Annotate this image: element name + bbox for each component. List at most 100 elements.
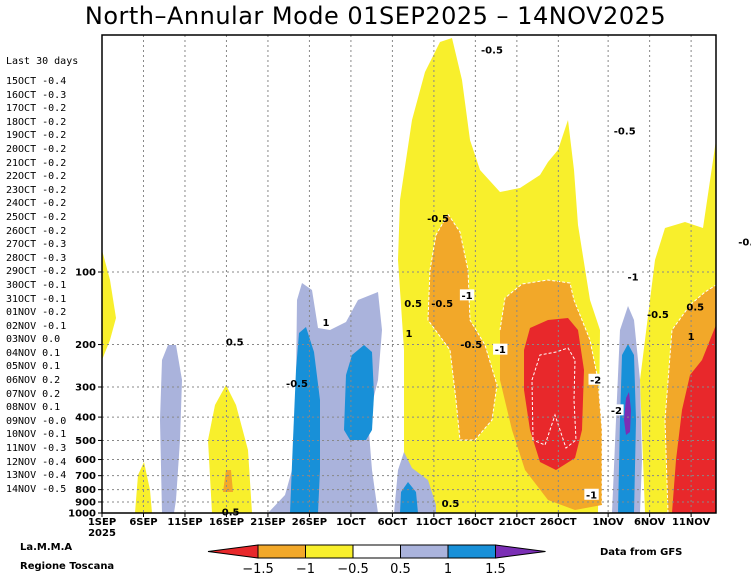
nam-index-value: -0.3 — [36, 252, 67, 264]
contour-region-neg15 — [672, 325, 716, 513]
nam-index-value: -0.5 — [36, 483, 67, 495]
nam-index-value: -0.2 — [36, 103, 67, 115]
contour-label: -0.5 — [286, 379, 308, 390]
contour-label: -0.5 — [427, 214, 449, 225]
contour-label: -0.5 — [614, 127, 636, 138]
nam-index-date: 03NOV — [6, 334, 37, 346]
footer-org: La.M.M.A Regione Toscana — [20, 538, 114, 576]
nam-index-value: 0.2 — [36, 388, 61, 400]
nam-index-value: 0.1 — [36, 402, 61, 414]
contour-label: 0.5 — [226, 337, 244, 348]
nam-index-date: 28OCT — [6, 252, 37, 264]
nam-index-date: 30OCT — [6, 279, 37, 291]
nam-index-date: 19OCT — [6, 130, 37, 142]
y-tick-label: 100 — [75, 268, 96, 279]
nam-index-row: 18OCT -0.2 — [6, 116, 66, 130]
nam-index-date: 18OCT — [6, 116, 37, 128]
x-tick-label: 16OCT — [457, 517, 494, 528]
sidebar-heading: Last 30 days — [6, 56, 79, 67]
nam-index-date: 22OCT — [6, 171, 37, 183]
nam-index-list: 15OCT -0.4 16OCT -0.3 17OCT -0.2 18OCT -0.2… — [6, 75, 66, 496]
contour-line-neg1 — [664, 284, 716, 513]
nam-index-date: 31OCT — [6, 293, 37, 305]
colorbar-tick-label: −1.5 — [242, 562, 274, 577]
nam-index-row: 12NOV -0.4 — [6, 456, 66, 470]
contour-labels: -0.5 -0.5 -0.5 -0.5 -1 -1 -0.5 0.5 -0.5 0.5 1 1 1 0.5… — [222, 46, 751, 519]
contour-label-bg — [609, 404, 624, 416]
x-tick-label: 21SEP — [250, 517, 285, 528]
contour-label: -1 — [627, 273, 638, 284]
contour-label: 0.5 — [442, 499, 460, 510]
x-axis: 1SEP 2025 6SEP 11SEP 16SEP 21SEP 26SEP 1OCT 6OCT… — [88, 513, 711, 539]
nam-index-value: -0.1 — [36, 429, 67, 441]
nam-index-date: 27OCT — [6, 239, 37, 251]
nam-index-date: 05NOV — [6, 361, 37, 373]
contour-label: 1 — [406, 329, 413, 340]
contour-label: -1 — [495, 345, 506, 356]
nam-index-row: 03NOV 0.0 — [6, 333, 66, 347]
nam-index-date: 09NOV — [6, 415, 37, 427]
nam-index-date: 24OCT — [6, 198, 37, 210]
colorbar-tick-label: 0.5 — [390, 562, 411, 577]
nam-index-value: 0.1 — [36, 347, 61, 359]
x-tick-label: 11SEP — [167, 517, 202, 528]
nam-index-value: -0.2 — [36, 184, 67, 196]
nam-index-row: 14NOV -0.5 — [6, 483, 66, 497]
colorbar-tick-label: 1.5 — [485, 562, 506, 577]
nam-index-value: -0.4 — [36, 456, 67, 468]
y-tick-label: 300 — [75, 382, 96, 393]
nam-index-row: 07NOV 0.2 — [6, 388, 66, 402]
contour-label-bg — [584, 488, 599, 500]
contour-label: -0.5 — [481, 46, 503, 57]
nam-index-date: 15OCT — [6, 76, 37, 87]
nam-index-date: 23OCT — [6, 184, 37, 196]
chart-title: North–Annular Mode 01SEP2025 – 14NOV2025 — [84, 2, 667, 30]
nam-index-row: 20OCT -0.2 — [6, 143, 66, 157]
nam-index-row: 15OCT -0.4 — [6, 75, 66, 89]
nam-index-row: 30OCT -0.1 — [6, 279, 66, 293]
contour-region-neg1 — [223, 470, 233, 492]
contour-region-neg05 — [102, 250, 116, 360]
x-tick-label: 26SEP — [292, 517, 327, 528]
colorbar-tick-label: −0.5 — [337, 562, 369, 577]
org-region: Regione Toscana — [20, 561, 115, 572]
nam-index-row: 28OCT -0.3 — [6, 252, 66, 266]
nam-index-row: 31OCT -0.1 — [6, 293, 66, 307]
nam-index-value: -0.2 — [36, 266, 67, 278]
nam-index-date: 12NOV — [6, 456, 37, 468]
nam-index-date: 26OCT — [6, 225, 37, 237]
nam-index-value: -0.1 — [36, 320, 67, 332]
nam-index-value: -0.3 — [36, 89, 67, 101]
nam-index-row: 02NOV -0.1 — [6, 320, 66, 334]
contour-region-neg05 — [135, 462, 152, 513]
y-tick-label: 600 — [75, 455, 96, 466]
colorbar-swatch — [495, 544, 546, 559]
nam-index-value: -0.2 — [36, 157, 67, 169]
contour-region-neg1 — [428, 214, 497, 440]
nam-index-date: 06NOV — [6, 375, 37, 387]
nam-index-row: 25OCT -0.2 — [6, 211, 66, 225]
x-tick-label: 26OCT — [540, 517, 577, 528]
nam-index-date: 16OCT — [6, 89, 37, 101]
y-tick-label: 400 — [75, 413, 96, 424]
contour-region-pos1 — [344, 345, 374, 440]
x-tick-label: 11NOV — [672, 517, 711, 528]
contour-label: -0.5 — [647, 310, 669, 321]
nam-index-row: 24OCT -0.2 — [6, 197, 66, 211]
x-tick-label: 11OCT — [416, 517, 453, 528]
nam-index-row: 04NOV 0.1 — [6, 347, 66, 361]
nam-index-date: 11NOV — [6, 443, 37, 455]
y-tick-label: 700 — [75, 471, 96, 482]
colorbar-swatch — [400, 544, 449, 559]
nam-index-value: -0.0 — [36, 415, 67, 427]
contour-region-pos15 — [624, 392, 631, 435]
nam-index-row: 05NOV 0.1 — [6, 360, 66, 374]
nam-index-row: 13NOV -0.4 — [6, 469, 66, 483]
x-tick-label: 6SEP — [129, 517, 157, 528]
nam-index-row: 10NOV -0.1 — [6, 428, 66, 442]
data-source: Data from GFS — [600, 547, 683, 558]
nam-index-date: 10NOV — [6, 429, 37, 441]
nam-index-row: 27OCT -0.3 — [6, 238, 66, 252]
